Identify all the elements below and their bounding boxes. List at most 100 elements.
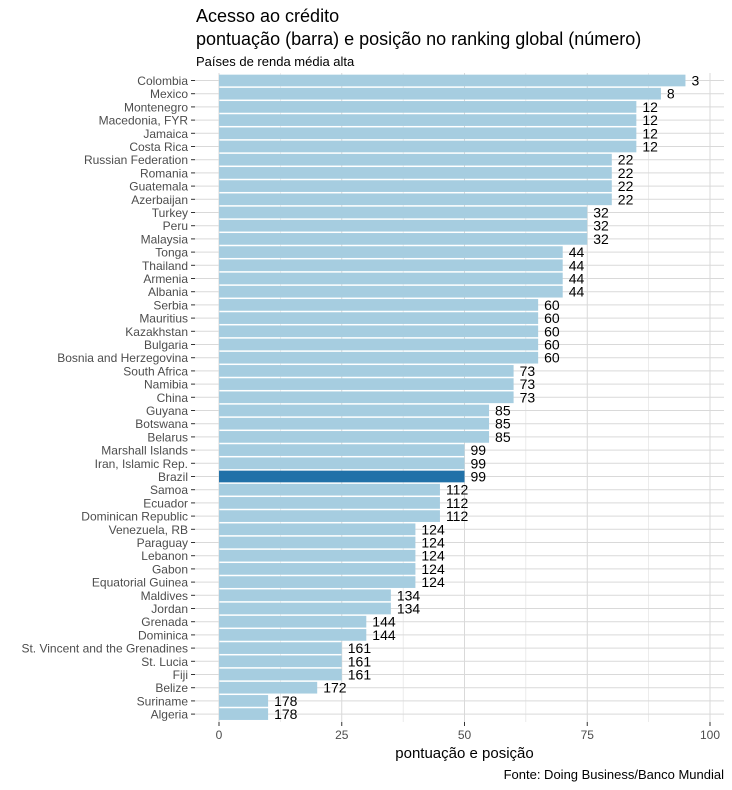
- bar: [219, 536, 416, 549]
- data-label: 60: [544, 323, 560, 339]
- y-tick-label: Iran, Islamic Rep.: [95, 457, 188, 471]
- data-label: 172: [323, 680, 347, 696]
- y-tick-label: Dominican Republic: [81, 510, 188, 524]
- bar: [219, 351, 539, 364]
- data-label: 124: [421, 521, 445, 537]
- y-tick-label: Ecuador: [143, 496, 188, 510]
- y-tick-label: Guatemala: [129, 180, 188, 194]
- bar: [219, 101, 637, 113]
- bar: [219, 312, 539, 324]
- bar: [219, 549, 416, 562]
- x-tick-label: 0: [216, 728, 223, 742]
- bar: [219, 259, 563, 272]
- bar-layer: [219, 74, 686, 720]
- bar: [219, 246, 563, 258]
- bar: [219, 338, 539, 351]
- data-label: 32: [593, 205, 609, 221]
- bar: [219, 576, 416, 588]
- x-tick-label: 25: [335, 728, 349, 742]
- data-label: 161: [348, 653, 372, 669]
- chart-title-line2: pontuação (barra) e posição no ranking g…: [196, 29, 642, 49]
- data-label: 73: [520, 376, 536, 392]
- data-label: 161: [348, 667, 372, 683]
- bar: [219, 708, 269, 720]
- y-tick-label: Colombia: [137, 74, 188, 88]
- y-tick-label: South Africa: [123, 364, 188, 378]
- data-label: 73: [520, 363, 536, 379]
- y-tick-label: Kazakhstan: [125, 325, 188, 339]
- bar: [219, 180, 612, 192]
- data-label: 44: [569, 244, 585, 260]
- data-label: 22: [618, 178, 634, 194]
- y-tick-label: Equatorial Guinea: [92, 576, 188, 590]
- label-layer: 3812121212222222223232324444444460606060…: [274, 73, 699, 723]
- bar: [219, 457, 465, 470]
- y-tick-label: St. Lucia: [141, 655, 188, 669]
- data-label: 124: [421, 574, 445, 590]
- bar: [219, 681, 318, 694]
- y-tick-label: Lebanon: [141, 549, 188, 563]
- bar: [219, 589, 391, 602]
- y-tick-label: Macedonia, FYR: [99, 114, 189, 128]
- bar: [219, 206, 588, 219]
- x-tick-label: 50: [458, 728, 472, 742]
- y-tick-label: Peru: [163, 219, 188, 233]
- y-tick-label: Bosnia and Herzegovina: [57, 351, 188, 365]
- data-label: 124: [421, 535, 445, 551]
- data-label: 161: [348, 640, 372, 656]
- data-label: 124: [421, 561, 445, 577]
- data-label: 85: [495, 416, 511, 432]
- y-tick-label: Samoa: [150, 483, 188, 497]
- data-label: 144: [372, 614, 396, 630]
- bar: [219, 431, 490, 443]
- data-label: 178: [274, 693, 298, 709]
- y-tick-label: Maldives: [141, 589, 188, 603]
- data-label: 22: [618, 152, 634, 168]
- bar: [219, 299, 539, 311]
- bar: [219, 127, 637, 140]
- y-tick-label: Mexico: [150, 87, 188, 101]
- bar: [219, 233, 588, 245]
- y-tick-label: Venezuela, RB: [109, 523, 188, 537]
- y-tick-label: Tonga: [155, 246, 188, 260]
- bar: [219, 325, 539, 338]
- data-label: 73: [520, 389, 536, 405]
- x-tick-label: 100: [700, 728, 720, 742]
- bar: [219, 167, 612, 179]
- bar: [219, 285, 563, 298]
- data-label: 112: [446, 482, 469, 498]
- bar: [219, 114, 637, 126]
- bar: [219, 483, 440, 496]
- y-tick-label: Gabon: [152, 562, 188, 576]
- bar: [219, 87, 661, 100]
- data-label: 3: [691, 73, 699, 89]
- y-tick-label: Malaysia: [141, 232, 189, 246]
- data-label: 112: [446, 508, 469, 524]
- data-label: 12: [642, 99, 658, 115]
- data-label: 134: [397, 601, 421, 617]
- chart-title: Acesso ao crédito: [196, 6, 340, 26]
- data-label: 134: [397, 587, 421, 603]
- y-tick-label: Montenegro: [124, 100, 188, 114]
- data-label: 32: [593, 218, 609, 234]
- data-label: 44: [569, 284, 585, 300]
- y-tick-label: Botswana: [135, 417, 188, 431]
- data-label: 85: [495, 429, 511, 445]
- y-tick-label: Armenia: [143, 272, 188, 286]
- y-tick-label: Algeria: [151, 708, 189, 722]
- y-tick-label: Marshall Islands: [101, 444, 188, 458]
- data-label: 44: [569, 271, 585, 287]
- y-tick-label: Albania: [148, 285, 188, 299]
- bar: [219, 629, 367, 641]
- bar: [219, 153, 612, 166]
- bar: [219, 668, 342, 681]
- bar: [219, 695, 269, 707]
- bar: [219, 444, 465, 456]
- chart-subtitle: Países de renda média alta: [196, 54, 355, 69]
- data-label: 60: [544, 337, 560, 353]
- y-tick-label: Fiji: [173, 668, 188, 682]
- bar: [219, 140, 637, 153]
- y-tick-label: Turkey: [152, 206, 188, 220]
- data-label: 60: [544, 297, 560, 313]
- y-tick-label: Belarus: [147, 430, 188, 444]
